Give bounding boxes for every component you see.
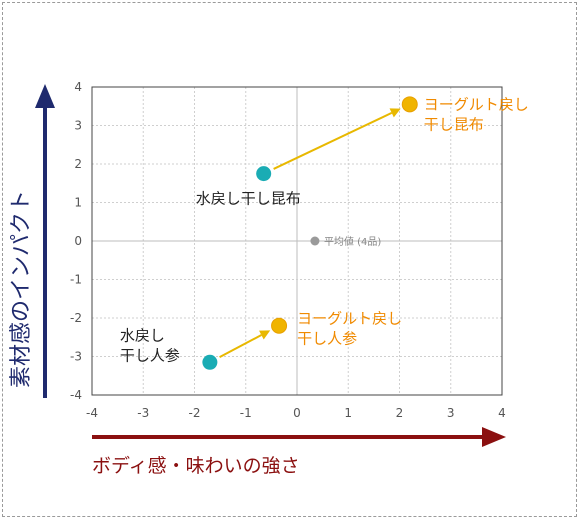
- data-point: [256, 166, 272, 182]
- connector-arrows: [219, 108, 401, 359]
- x-tick-label: 2: [396, 406, 404, 420]
- x-tick-label: 3: [447, 406, 455, 420]
- data-point: [271, 317, 288, 334]
- grid: [91, 86, 503, 396]
- average-point: [310, 236, 320, 246]
- plot-border: [91, 86, 503, 396]
- connector-arrow-head: [389, 108, 401, 118]
- x-axis-arrow-head: [482, 427, 506, 447]
- y-axis-arrow-head: [35, 84, 55, 108]
- connector-arrow-head: [259, 330, 271, 340]
- y-tick-label: 4: [74, 80, 82, 94]
- y-tick-label: 3: [74, 119, 82, 133]
- x-tick-label: 1: [344, 406, 352, 420]
- y-tick-label: -1: [70, 273, 82, 287]
- chart-frame: [2, 2, 577, 517]
- connector-arrow-line: [219, 334, 262, 359]
- point-label: ヨーグルト戻し干し人参: [297, 310, 402, 348]
- y-tick-label: 1: [74, 196, 82, 210]
- average-marker: 平均値 (4品): [310, 235, 381, 248]
- y-tick-label: 0: [74, 234, 82, 248]
- x-axis-label: ボディ感・味わいの強さ: [92, 455, 300, 477]
- x-tick-label: 0: [293, 406, 301, 420]
- data-point: [202, 354, 218, 370]
- y-axis-label: 素材感のインパクト: [9, 190, 34, 388]
- x-tick-label: -1: [240, 406, 252, 420]
- x-tick-label: -3: [137, 406, 149, 420]
- tick-labels: -4 -3 -2 -1 0 1 2 3 4 4 3 2 1 0 -1 -2 -3 -4: [70, 80, 506, 420]
- y-tick-label: -3: [70, 350, 82, 364]
- y-tick-label: -2: [70, 311, 82, 325]
- x-tick-label: 4: [498, 406, 506, 420]
- data-point: [401, 96, 418, 113]
- connector-arrow-line: [273, 111, 393, 170]
- data-points: [202, 96, 418, 370]
- x-tick-label: -2: [189, 406, 201, 420]
- average-label: 平均値 (4品): [324, 235, 381, 248]
- y-tick-label: 2: [74, 157, 82, 171]
- point-label: ヨーグルト戻し干し昆布: [424, 95, 529, 133]
- point-label: 水戻し干し人参: [120, 326, 180, 364]
- point-label: 水戻し干し昆布: [196, 190, 301, 208]
- x-tick-label: -4: [86, 406, 98, 420]
- y-tick-label: -4: [70, 388, 82, 402]
